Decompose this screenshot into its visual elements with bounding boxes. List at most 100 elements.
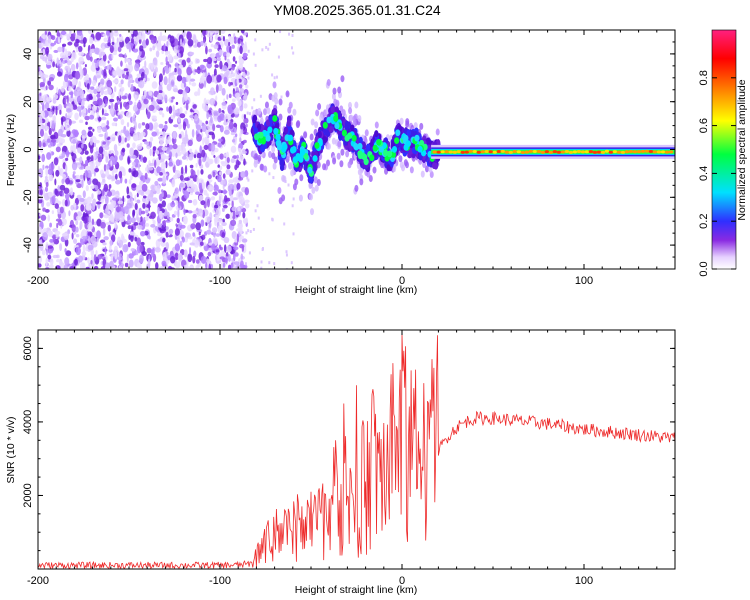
spectrogram-band-peak xyxy=(508,150,514,154)
spectrogram-noise-cell xyxy=(156,105,160,111)
spectrogram-noise-cell xyxy=(238,63,244,71)
spectrogram-noise-cell xyxy=(83,216,88,224)
spectrogram-noise-cell xyxy=(158,90,163,94)
spectrogram-noise-cell xyxy=(218,44,221,50)
spectrogram-noise-cell xyxy=(221,207,225,213)
spectrogram-xtick-label: 100 xyxy=(575,275,593,287)
spectrogram-noise-cell xyxy=(166,83,172,92)
spectrogram-band-peak xyxy=(652,150,658,154)
spectrogram-noise-cell xyxy=(213,68,217,77)
spectrogram-noise-cell xyxy=(161,35,167,42)
spectrogram-ridge-peak xyxy=(391,145,398,153)
spectrogram-noise-cell xyxy=(139,45,144,52)
spectrogram-noise-cell xyxy=(156,93,163,100)
spectrogram-noise-cell xyxy=(153,115,157,120)
spectrogram-noise-cell xyxy=(187,139,193,147)
spectrogram-noise-cell xyxy=(59,59,62,65)
spectrogram-noise-cell xyxy=(209,212,213,221)
spectrogram-noise-cell xyxy=(45,165,49,169)
spectrogram-noise-cell xyxy=(81,129,87,136)
spectrogram-noise-cell xyxy=(268,261,271,265)
spectrogram-noise-cell xyxy=(104,99,108,104)
spectrogram-ridge-halo xyxy=(337,86,342,94)
spectrogram-noise-cell xyxy=(202,157,206,163)
spectrogram-noise-cell xyxy=(93,151,96,161)
spectrogram-noise-cell xyxy=(130,83,134,93)
spectrogram-ridge-peak xyxy=(394,137,400,145)
spectrogram-noise-cell xyxy=(97,97,103,106)
spectrogram-noise-cell xyxy=(183,264,189,269)
spectrogram-noise-cell xyxy=(222,204,228,209)
spectrogram-noise-cell xyxy=(233,261,240,265)
spectrogram-noise-cell xyxy=(74,112,79,121)
spectrogram-noise-cell xyxy=(201,149,206,158)
spectrogram-noise-cell xyxy=(244,203,250,209)
spectrogram-noise-cell xyxy=(62,43,67,47)
spectrogram-noise-cell xyxy=(42,48,46,56)
spectrogram-noise-cell xyxy=(244,41,247,49)
spectrogram-noise-cell xyxy=(63,187,70,195)
spectrogram-noise-cell xyxy=(136,262,142,269)
spectrogram-noise-cell xyxy=(210,43,214,48)
spectrogram-noise-cell xyxy=(198,181,203,190)
spectrogram-noise-cell xyxy=(167,136,172,144)
spectrogram-noise-cell xyxy=(113,86,117,93)
spectrogram-noise-cell xyxy=(108,232,112,237)
spectrogram-noise-cell xyxy=(85,202,92,211)
spectrogram-noise-cell xyxy=(83,43,86,48)
spectrogram-noise-cell xyxy=(230,262,234,268)
spectrogram-noise-cell xyxy=(237,177,244,181)
spectrogram-noise-cell xyxy=(50,42,55,47)
spectrogram-noise-cell xyxy=(79,65,82,75)
spectrogram-noise-cell xyxy=(220,136,226,145)
spectrogram-noise-cell xyxy=(203,42,207,47)
spectrogram-band-peak xyxy=(624,150,630,154)
snr-ytick-label: 6000 xyxy=(22,336,34,360)
spectrogram-noise-cell xyxy=(202,72,206,78)
spectrogram-ytick-label: 0 xyxy=(22,146,34,152)
spectrogram-noise-cell xyxy=(195,162,198,168)
spectrogram-ridge-core xyxy=(350,124,355,132)
spectrogram-ridge-peak xyxy=(314,142,320,149)
spectrogram-noise-cell xyxy=(277,55,280,59)
spectrogram-noise-cell xyxy=(132,30,138,37)
spectrogram-noise-cell xyxy=(177,117,181,123)
spectrogram-noise-cell xyxy=(239,260,244,269)
spectrogram-noise-cell xyxy=(223,116,227,123)
spectrogram-noise-cell xyxy=(134,94,137,102)
spectrogram-band-peak xyxy=(496,150,502,154)
spectrogram-noise-cell xyxy=(120,79,124,85)
spectrogram-noise-cell xyxy=(38,168,44,177)
spectrogram-noise-cell xyxy=(138,207,142,216)
spectrogram-noise-cell xyxy=(217,115,222,123)
spectrogram-noise-cell xyxy=(210,196,216,201)
spectrogram-noise-cell xyxy=(163,66,168,71)
spectrogram-noise-cell xyxy=(244,262,247,266)
spectrogram-noise-cell xyxy=(82,244,86,253)
spectrogram-band-peak xyxy=(456,150,461,154)
spectrogram-noise-cell xyxy=(268,42,271,46)
spectrogram-noise-cell xyxy=(247,178,250,182)
spectrogram-noise-cell xyxy=(226,52,230,58)
spectrogram-noise-cell xyxy=(72,171,76,175)
spectrogram-noise-cell xyxy=(186,123,190,129)
spectrogram-ylabel: Frequency (Hz) xyxy=(5,114,17,186)
spectrogram-ridge-core xyxy=(312,164,317,172)
spectrogram-noise-cell xyxy=(236,78,240,85)
spectrogram-noise-cell xyxy=(228,41,231,47)
spectrogram-noise-cell xyxy=(118,135,122,144)
spectrogram-noise-cell xyxy=(87,126,93,130)
spectrogram-noise-cell xyxy=(129,126,134,134)
spectrogram-noise-cell xyxy=(101,116,107,121)
spectrogram-ridge-peak xyxy=(267,126,273,134)
spectrogram-noise-cell xyxy=(89,145,94,154)
spectrogram-noise-cell xyxy=(81,251,87,256)
spectrogram-band-peak xyxy=(464,150,469,154)
spectrogram-noise-cell xyxy=(73,32,76,37)
spectrogram-noise-cell xyxy=(138,170,142,177)
spectrogram-noise-cell xyxy=(50,138,57,143)
snr-xtick-label: -200 xyxy=(27,575,49,587)
spectrogram-ridge-halo xyxy=(352,115,357,123)
spectrogram-noise-cell xyxy=(103,86,106,90)
